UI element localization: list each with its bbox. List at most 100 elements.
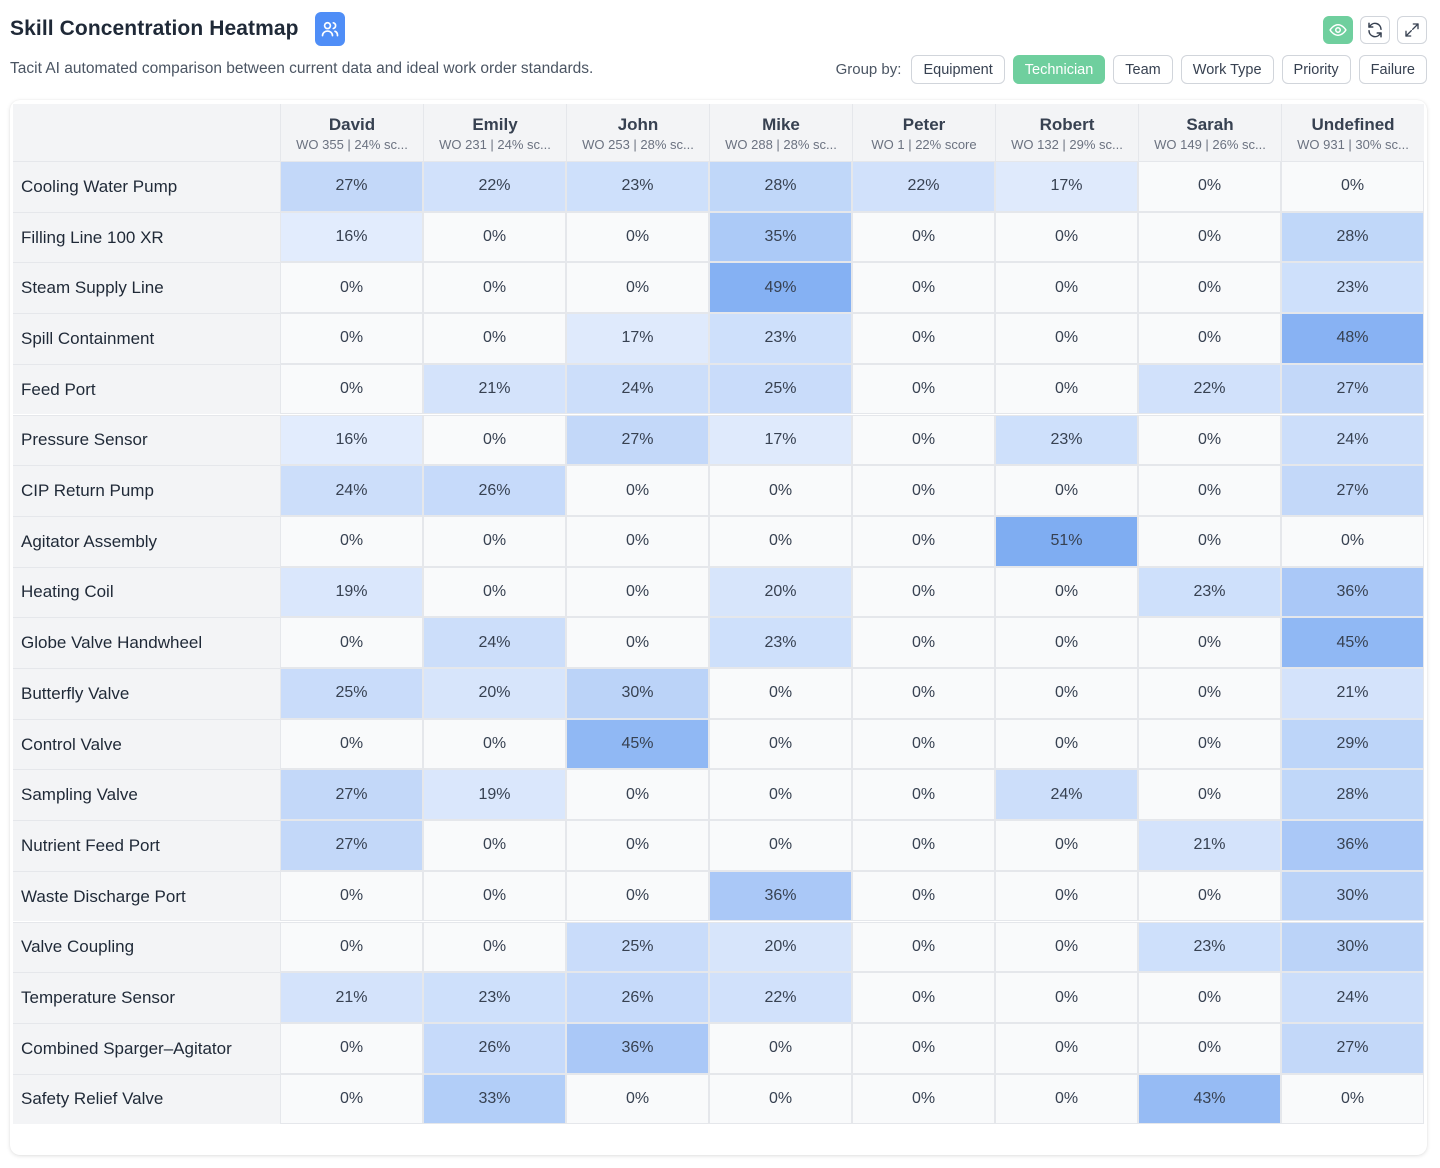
heatmap-cell[interactable]: 0% (1138, 262, 1281, 314)
heatmap-cell[interactable]: 0% (1281, 161, 1424, 212)
heatmap-cell[interactable]: 20% (709, 566, 852, 618)
heatmap-cell[interactable]: 36% (566, 1022, 709, 1074)
heatmap-cell[interactable]: 30% (566, 668, 709, 719)
heatmap-cell[interactable]: 17% (709, 414, 852, 466)
heatmap-cell[interactable]: 0% (566, 769, 709, 821)
heatmap-cell[interactable]: 0% (995, 363, 1138, 415)
team-button[interactable] (314, 12, 345, 46)
heatmap-cell[interactable]: 23% (1138, 921, 1281, 973)
heatmap-cell[interactable]: 0% (280, 870, 423, 922)
heatmap-cell[interactable]: 24% (1281, 414, 1424, 466)
group-by-work-type[interactable]: Work Type (1180, 55, 1274, 84)
heatmap-cell[interactable]: 23% (709, 313, 852, 364)
heatmap-cell[interactable]: 0% (852, 718, 995, 770)
heatmap-cell[interactable]: 0% (280, 617, 423, 668)
heatmap-cell[interactable]: 27% (1281, 363, 1424, 415)
heatmap-cell[interactable]: 0% (1281, 1073, 1424, 1125)
expand-button[interactable] (1397, 16, 1427, 44)
heatmap-cell[interactable]: 0% (852, 769, 995, 821)
heatmap-cell[interactable]: 0% (852, 1022, 995, 1074)
heatmap-cell[interactable]: 0% (1138, 668, 1281, 719)
heatmap-cell[interactable]: 0% (852, 566, 995, 618)
heatmap-cell[interactable]: 21% (423, 363, 566, 415)
heatmap-cell[interactable]: 0% (280, 363, 423, 415)
heatmap-cell[interactable]: 23% (423, 972, 566, 1023)
heatmap-cell[interactable]: 29% (1281, 718, 1424, 770)
heatmap-cell[interactable]: 0% (1138, 161, 1281, 212)
heatmap-cell[interactable]: 0% (852, 465, 995, 516)
group-by-priority[interactable]: Priority (1281, 55, 1351, 84)
heatmap-cell[interactable]: 45% (1281, 617, 1424, 668)
heatmap-cell[interactable]: 0% (852, 820, 995, 871)
heatmap-cell[interactable]: 23% (1281, 262, 1424, 314)
heatmap-cell[interactable]: 0% (995, 617, 1138, 668)
heatmap-cell[interactable]: 0% (280, 313, 423, 364)
heatmap-cell[interactable]: 0% (852, 363, 995, 415)
heatmap-cell[interactable]: 36% (1281, 566, 1424, 618)
heatmap-cell[interactable]: 0% (280, 262, 423, 314)
heatmap-cell[interactable]: 36% (709, 870, 852, 922)
heatmap-cell[interactable]: 0% (1138, 313, 1281, 364)
heatmap-cell[interactable]: 0% (852, 211, 995, 263)
heatmap-cell[interactable]: 20% (423, 668, 566, 719)
heatmap-cell[interactable]: 0% (995, 820, 1138, 871)
heatmap-cell[interactable]: 0% (1138, 515, 1281, 567)
heatmap-cell[interactable]: 24% (566, 363, 709, 415)
heatmap-cell[interactable]: 24% (995, 769, 1138, 821)
heatmap-cell[interactable]: 0% (852, 1073, 995, 1125)
heatmap-cell[interactable]: 0% (995, 921, 1138, 973)
heatmap-cell[interactable]: 48% (1281, 313, 1424, 364)
heatmap-cell[interactable]: 0% (995, 718, 1138, 770)
heatmap-cell[interactable]: 25% (280, 668, 423, 719)
heatmap-cell[interactable]: 0% (852, 668, 995, 719)
heatmap-cell[interactable]: 0% (995, 1073, 1138, 1125)
heatmap-cell[interactable]: 0% (995, 313, 1138, 364)
heatmap-cell[interactable]: 36% (1281, 820, 1424, 871)
heatmap-cell[interactable]: 23% (566, 161, 709, 212)
heatmap-cell[interactable]: 20% (709, 921, 852, 973)
heatmap-cell[interactable]: 0% (280, 718, 423, 770)
heatmap-cell[interactable]: 28% (1281, 211, 1424, 263)
heatmap-cell[interactable]: 27% (566, 414, 709, 466)
group-by-equipment[interactable]: Equipment (911, 55, 1005, 84)
heatmap-cell[interactable]: 0% (709, 1022, 852, 1074)
heatmap-cell[interactable]: 0% (852, 262, 995, 314)
heatmap-cell[interactable]: 0% (995, 262, 1138, 314)
heatmap-cell[interactable]: 26% (423, 465, 566, 516)
refresh-button[interactable] (1360, 16, 1390, 44)
heatmap-cell[interactable]: 0% (280, 515, 423, 567)
heatmap-cell[interactable]: 0% (995, 870, 1138, 922)
heatmap-cell[interactable]: 0% (995, 465, 1138, 516)
heatmap-cell[interactable]: 0% (709, 1073, 852, 1125)
heatmap-cell[interactable]: 0% (995, 972, 1138, 1023)
heatmap-cell[interactable]: 0% (709, 718, 852, 770)
heatmap-cell[interactable]: 0% (423, 515, 566, 567)
heatmap-cell[interactable]: 0% (852, 921, 995, 973)
heatmap-cell[interactable]: 0% (566, 617, 709, 668)
heatmap-cell[interactable]: 0% (423, 414, 566, 466)
heatmap-cell[interactable]: 35% (709, 211, 852, 263)
heatmap-cell[interactable]: 0% (709, 820, 852, 871)
heatmap-cell[interactable]: 0% (852, 617, 995, 668)
heatmap-cell[interactable]: 0% (1138, 617, 1281, 668)
heatmap-cell[interactable]: 24% (1281, 972, 1424, 1023)
heatmap-cell[interactable]: 33% (423, 1073, 566, 1125)
group-by-technician[interactable]: Technician (1012, 55, 1106, 84)
heatmap-cell[interactable]: 22% (423, 161, 566, 212)
heatmap-cell[interactable]: 0% (566, 211, 709, 263)
heatmap-cell[interactable]: 24% (280, 465, 423, 516)
heatmap-cell[interactable]: 0% (566, 566, 709, 618)
heatmap-cell[interactable]: 17% (566, 313, 709, 364)
heatmap-cell[interactable]: 0% (1138, 414, 1281, 466)
heatmap-cell[interactable]: 22% (1138, 363, 1281, 415)
heatmap-cell[interactable]: 16% (280, 414, 423, 466)
heatmap-cell[interactable]: 23% (1138, 566, 1281, 618)
group-by-failure[interactable]: Failure (1358, 55, 1427, 84)
heatmap-cell[interactable]: 19% (423, 769, 566, 821)
heatmap-cell[interactable]: 27% (1281, 1022, 1424, 1074)
heatmap-cell[interactable]: 21% (280, 972, 423, 1023)
heatmap-cell[interactable]: 21% (1281, 668, 1424, 719)
heatmap-cell[interactable]: 16% (280, 211, 423, 263)
heatmap-cell[interactable]: 25% (709, 363, 852, 415)
heatmap-cell[interactable]: 0% (1138, 211, 1281, 263)
